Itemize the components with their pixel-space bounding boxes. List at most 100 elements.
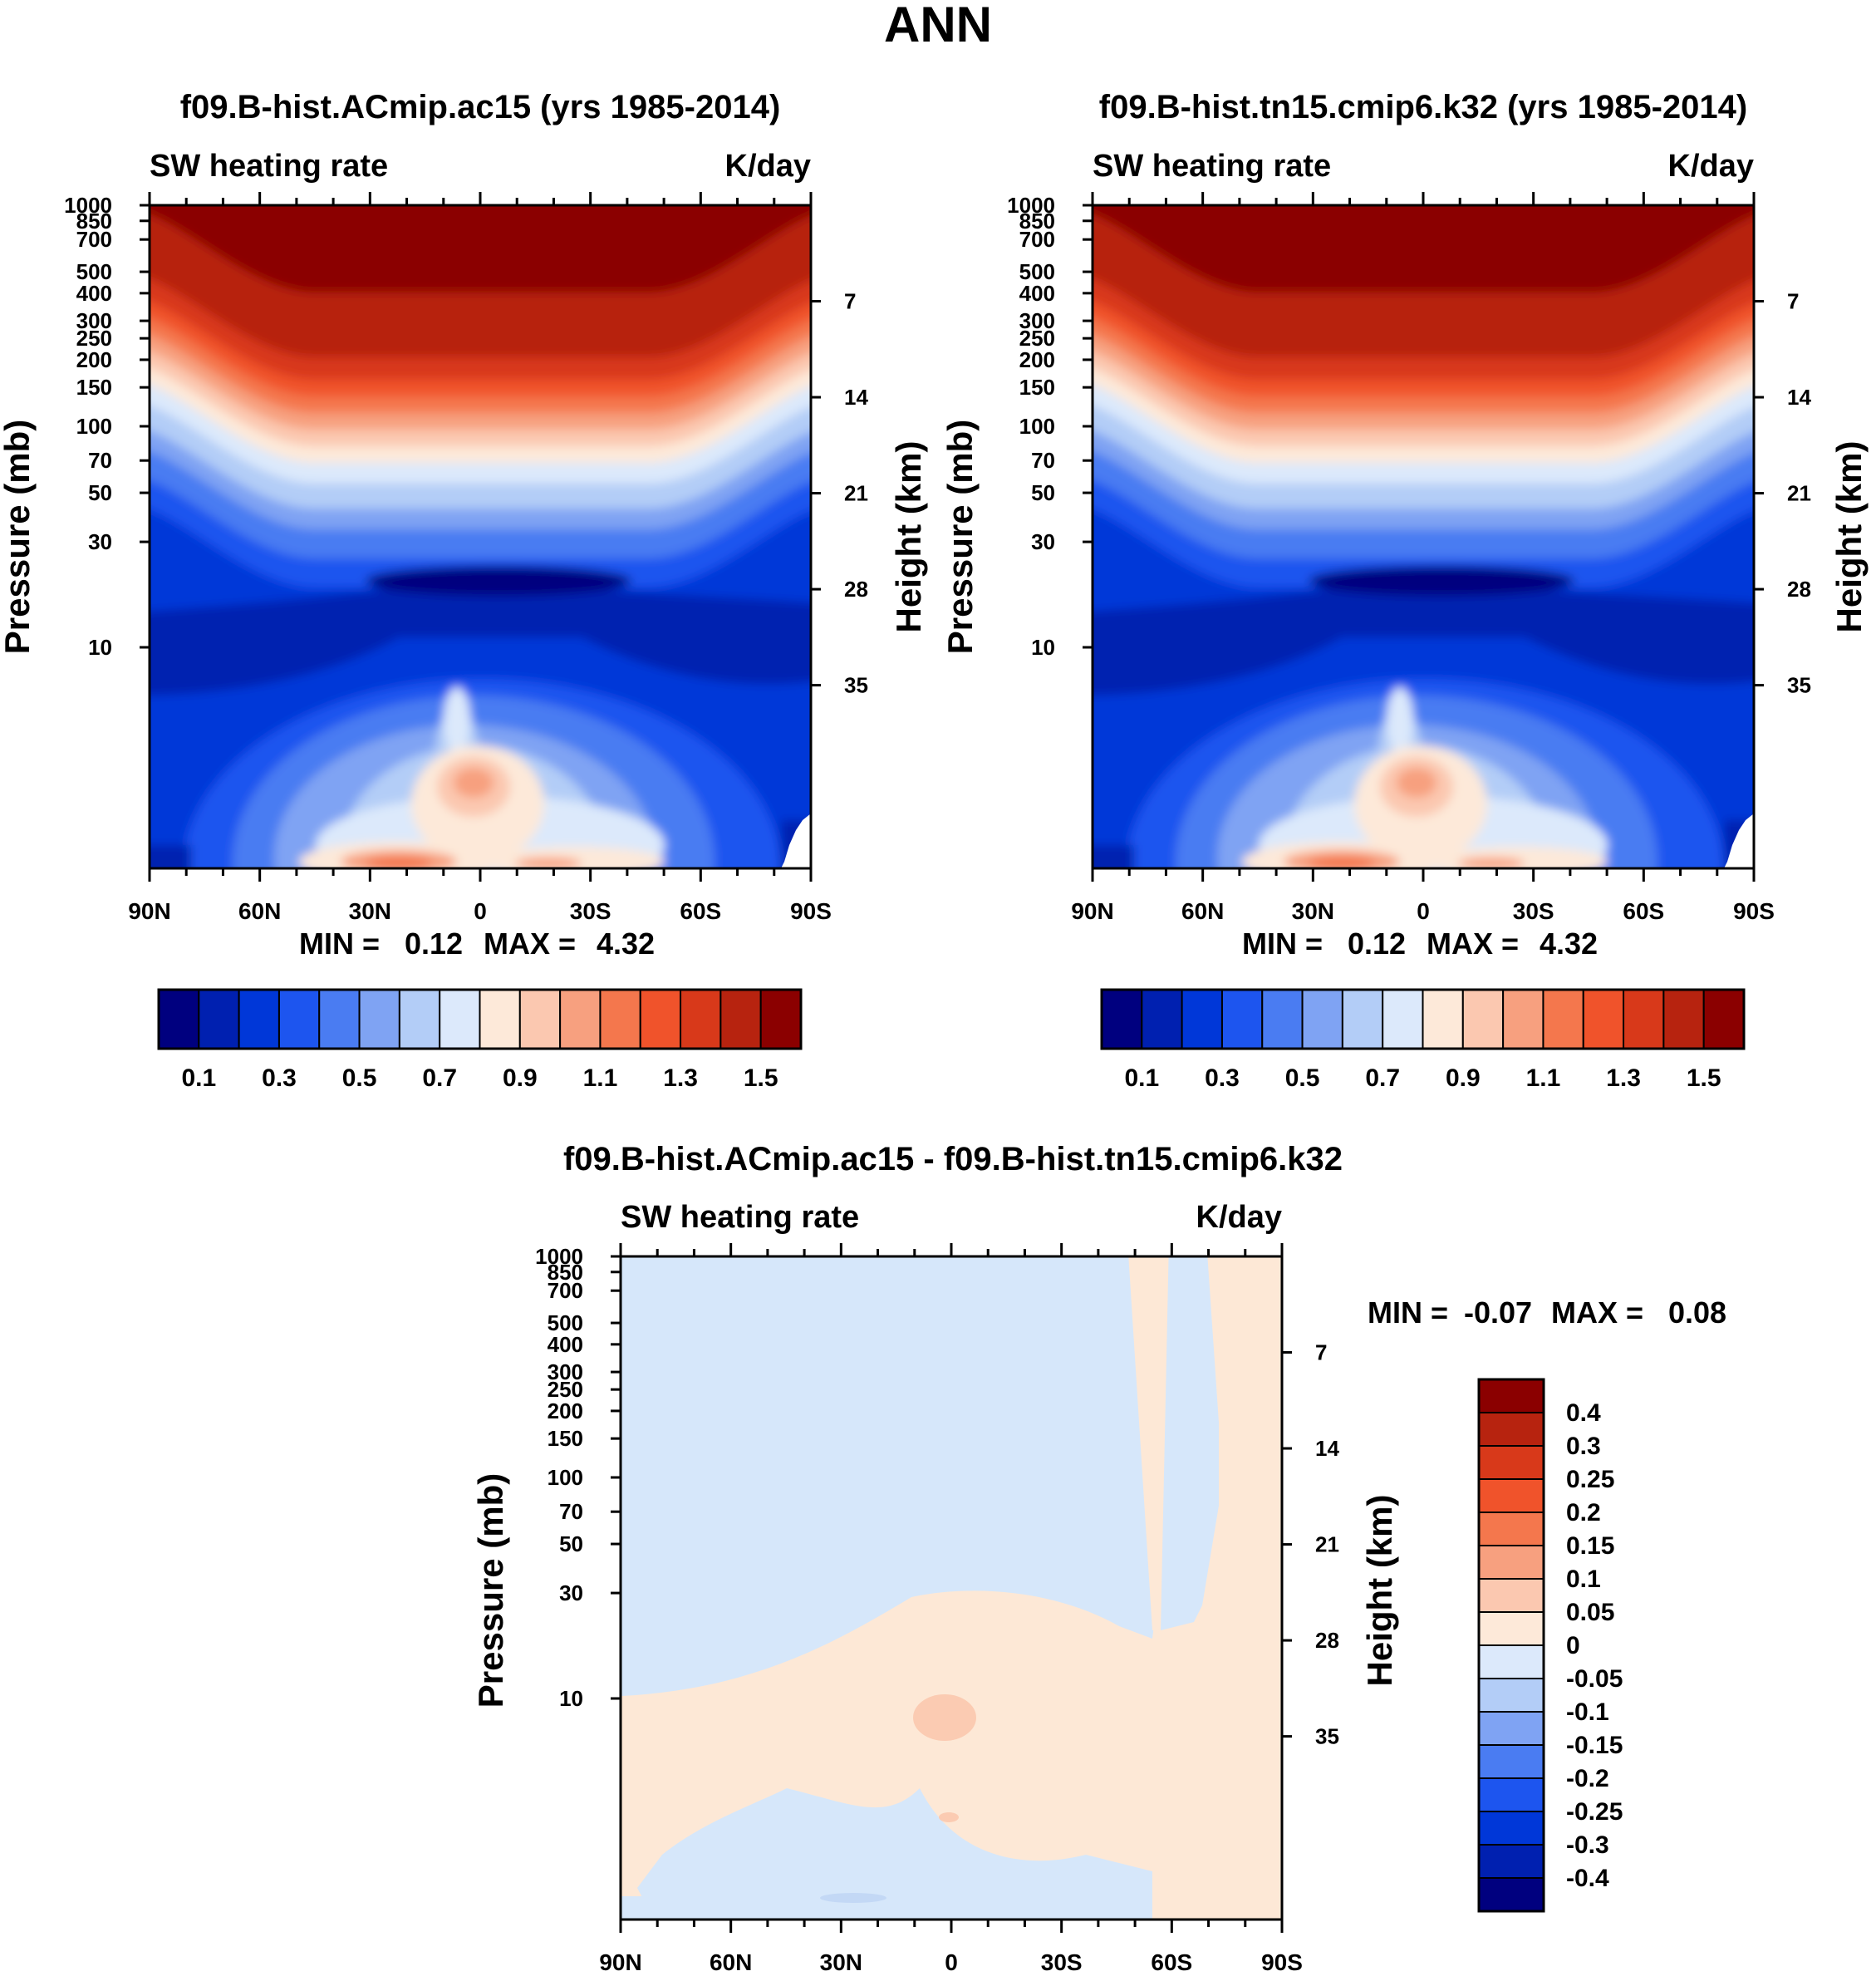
pressure-tick-label: 70	[88, 448, 112, 473]
colorbar-box	[1478, 1644, 1545, 1679]
colorbar-box	[1478, 1379, 1545, 1413]
colorbar-label: -0.15	[1566, 1732, 1623, 1759]
pressure-tick-label: 700	[1019, 227, 1055, 252]
panel-a-left-string: SW heating rate	[150, 149, 388, 184]
pressure-tick-label: 500	[1019, 259, 1055, 284]
lat-tick-label: 60S	[1623, 898, 1664, 924]
colorbar-label: -0.2	[1566, 1765, 1609, 1792]
midlevel-warm-core	[1397, 768, 1436, 798]
colorbar-label: 1.3	[663, 1064, 698, 1092]
panel-a-ylabel-right: Height (km)	[889, 441, 928, 633]
colorbar-label: -0.3	[1566, 1831, 1609, 1859]
colorbar-label: 1.1	[1526, 1064, 1561, 1092]
panel-b-right-string: K/day	[1668, 149, 1754, 184]
colorbar-box	[479, 989, 521, 1049]
tropopause-minimum	[366, 566, 631, 596]
lat-tick-label: 90S	[1261, 1949, 1303, 1975]
lat-tick-label: 30N	[1292, 898, 1334, 924]
colorbar-box	[1623, 989, 1665, 1049]
diff-negative-lobe	[1161, 1256, 1219, 1630]
lat-tick-label: 30N	[349, 898, 391, 924]
height-tick-label: 21	[1787, 481, 1811, 506]
colorbar-box	[1582, 989, 1625, 1049]
pressure-tick-label: 1000	[535, 1244, 583, 1269]
panel-b-field	[1093, 205, 1754, 868]
colorbar-box	[1261, 989, 1304, 1049]
colorbar-label: -0.4	[1566, 1865, 1609, 1892]
height-tick-label: 7	[844, 289, 856, 314]
diff-surface-positive	[1219, 1896, 1269, 1920]
lat-tick-label: 0	[945, 1949, 958, 1975]
panel-c-max-label: MAX =	[1551, 1295, 1643, 1330]
pressure-tick-label: 100	[76, 414, 112, 439]
lat-tick-label: 60S	[1151, 1949, 1192, 1975]
colorbar-box	[1478, 1545, 1545, 1580]
panel-c-min-label: MIN =	[1368, 1295, 1448, 1330]
tropical-tower-core	[1387, 687, 1413, 754]
colorbar-label: 0	[1566, 1632, 1580, 1659]
colorbar-box	[198, 989, 240, 1049]
lat-tick-label: 60N	[238, 898, 281, 924]
tropical-tower-core	[444, 687, 470, 754]
diff-max-upper	[913, 1694, 976, 1741]
colorbar-box	[1301, 989, 1343, 1049]
colorbar-box	[680, 989, 722, 1049]
colorbar-box	[1702, 989, 1745, 1049]
height-tick-label: 21	[1315, 1532, 1339, 1557]
colorbar-box	[1461, 989, 1505, 1049]
pressure-tick-label: 250	[548, 1377, 583, 1402]
pressure-tick-label: 300	[548, 1359, 583, 1384]
colorbar-label: 0.3	[1205, 1064, 1240, 1092]
colorbar-label: 0.5	[1285, 1064, 1320, 1092]
colorbar-box	[1502, 989, 1545, 1049]
panel-c-max-value: 0.08	[1668, 1295, 1726, 1330]
diff-layers	[621, 1256, 1282, 1920]
lat-tick-label: 90N	[599, 1949, 641, 1975]
panel-c-contours	[621, 1256, 1282, 1920]
colorbar-box	[1382, 989, 1424, 1049]
antarctica-mask	[1724, 814, 1754, 868]
panel-c-ylabel: Pressure (mb)	[471, 1473, 510, 1708]
colorbar-box	[1101, 989, 1143, 1049]
pressure-tick-label: 850	[548, 1260, 583, 1285]
height-tick-label: 28	[844, 577, 868, 602]
antarctica-mask	[781, 814, 811, 868]
lat-tick-label: 30S	[1513, 898, 1554, 924]
diff-max-lower	[939, 1812, 959, 1822]
colorbar-box	[277, 989, 321, 1049]
pressure-tick-label: 850	[76, 209, 112, 233]
height-tick-label: 28	[1787, 577, 1811, 602]
tropopause-minimum	[1309, 566, 1574, 596]
panel-c-colorbar: 0.4 0.3 0.25 0.2 0.15 0.1 0.05 0 -0.05 -0.1 -0.15 -…	[1477, 1378, 1623, 1913]
colorbar-box	[1478, 1578, 1545, 1613]
colorbar-box	[238, 989, 280, 1049]
colorbar-box	[398, 989, 441, 1049]
panel-c-title: f09.B-hist.ACmip.ac15 - f09.B-hist.tn15.…	[563, 1141, 1343, 1177]
panel-b-left-string: SW heating rate	[1093, 149, 1331, 184]
pressure-tick-label: 1000	[1007, 193, 1055, 218]
panel-a-min-value: 0.12	[405, 927, 463, 961]
pressure-tick-label: 200	[76, 347, 112, 372]
field-layers	[150, 205, 811, 868]
panel-a-field	[150, 205, 811, 868]
colorbar-box	[1478, 1877, 1545, 1912]
panel-c: f09.B-hist.ACmip.ac15 - f09.B-hist.tn15.…	[471, 1141, 1726, 1975]
pressure-tick-label: 150	[76, 375, 112, 400]
height-tick-label: 14	[844, 385, 868, 410]
lat-tick-label: 30S	[1041, 1949, 1083, 1975]
panel-c-field	[621, 1256, 1282, 1920]
tropopause-belt	[150, 575, 811, 696]
colorbar-label: 0.3	[262, 1064, 297, 1092]
diff-surface-negative	[621, 1896, 687, 1920]
height-tick-label: 35	[1787, 673, 1811, 698]
panel-b-min-value: 0.12	[1348, 927, 1406, 961]
colorbar-box	[1478, 1478, 1545, 1513]
height-tick-label: 14	[1315, 1436, 1339, 1461]
colorbar-label: 1.3	[1606, 1064, 1641, 1092]
pressure-tick-label: 700	[76, 227, 112, 252]
panel-b-max-value: 4.32	[1540, 927, 1598, 961]
panel-a-ylabel: Pressure (mb)	[0, 420, 37, 654]
colorbar-box	[1341, 989, 1384, 1049]
panel-c-right-string: K/day	[1196, 1200, 1282, 1235]
colorbar-label: 0.25	[1566, 1466, 1614, 1493]
